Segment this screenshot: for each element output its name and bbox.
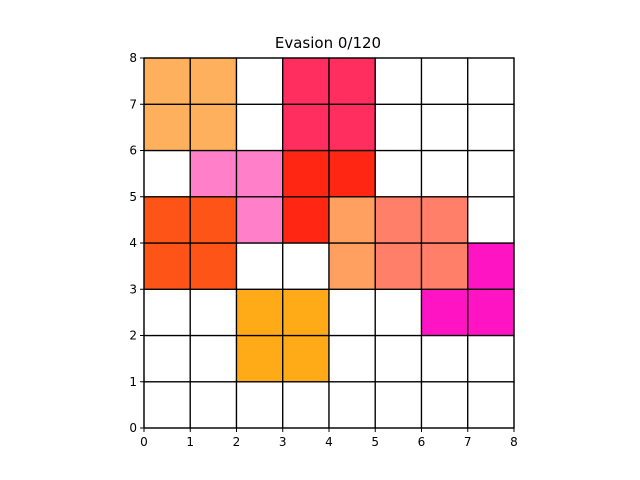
empty-cell[interactable] [237,58,283,104]
empty-cell[interactable] [283,243,329,289]
empty-cell[interactable] [144,289,190,335]
piece-cell[interactable] [144,104,190,150]
piece-cell[interactable] [468,289,514,335]
empty-cell[interactable] [468,58,514,104]
piece-cell[interactable] [190,58,236,104]
empty-cell[interactable] [468,197,514,243]
y-tick-label: 3 [129,282,137,296]
empty-cell[interactable] [329,382,375,428]
x-tick-label: 5 [371,435,379,449]
empty-cell[interactable] [468,336,514,382]
y-tick-label: 1 [129,375,137,389]
piece-cell[interactable] [190,151,236,197]
empty-cell[interactable] [375,151,421,197]
piece-cell[interactable] [283,336,329,382]
y-tick-label: 0 [129,421,137,435]
empty-cell[interactable] [422,104,468,150]
piece-cell[interactable] [283,289,329,335]
piece-cell[interactable] [283,104,329,150]
piece-cell[interactable] [190,197,236,243]
x-tick-label: 6 [418,435,426,449]
empty-cell[interactable] [283,382,329,428]
y-tick-label: 2 [129,329,137,343]
piece-cell[interactable] [283,197,329,243]
piece-cell[interactable] [283,58,329,104]
piece-cell[interactable] [283,151,329,197]
empty-cell[interactable] [375,336,421,382]
y-tick-label: 4 [129,236,137,250]
piece-cell[interactable] [144,243,190,289]
piece-cell[interactable] [329,151,375,197]
empty-cell[interactable] [190,289,236,335]
piece-cell[interactable] [144,197,190,243]
empty-cell[interactable] [144,382,190,428]
piece-cell[interactable] [237,197,283,243]
empty-cell[interactable] [237,104,283,150]
x-tick-label: 7 [464,435,472,449]
empty-cell[interactable] [468,104,514,150]
piece-cell[interactable] [190,104,236,150]
empty-cell[interactable] [422,336,468,382]
piece-cell[interactable] [329,243,375,289]
empty-cell[interactable] [237,382,283,428]
empty-cell[interactable] [375,58,421,104]
piece-cell[interactable] [422,197,468,243]
empty-cell[interactable] [375,289,421,335]
empty-cell[interactable] [144,151,190,197]
empty-cell[interactable] [329,336,375,382]
empty-cell[interactable] [422,382,468,428]
piece-cell[interactable] [329,104,375,150]
y-tick-label: 5 [129,190,137,204]
piece-cell[interactable] [375,197,421,243]
piece-cell[interactable] [375,243,421,289]
x-tick-label: 1 [186,435,194,449]
piece-cell[interactable] [144,58,190,104]
y-tick-label: 8 [129,51,137,65]
piece-cell[interactable] [329,197,375,243]
x-tick-label: 8 [510,435,518,449]
piece-cell[interactable] [468,243,514,289]
x-tick-label: 0 [140,435,148,449]
empty-cell[interactable] [468,382,514,428]
empty-cell[interactable] [422,58,468,104]
x-tick-label: 3 [279,435,287,449]
x-tick-label: 4 [325,435,333,449]
piece-cell[interactable] [237,151,283,197]
piece-cell[interactable] [422,243,468,289]
empty-cell[interactable] [190,336,236,382]
empty-cell[interactable] [190,382,236,428]
piece-cell[interactable] [237,289,283,335]
y-tick-label: 6 [129,144,137,158]
empty-cell[interactable] [422,151,468,197]
empty-cell[interactable] [468,151,514,197]
piece-cell[interactable] [237,336,283,382]
empty-cell[interactable] [237,243,283,289]
piece-cell[interactable] [422,289,468,335]
empty-cell[interactable] [375,382,421,428]
empty-cell[interactable] [329,289,375,335]
y-tick-label: 7 [129,97,137,111]
empty-cell[interactable] [375,104,421,150]
piece-cell[interactable] [329,58,375,104]
empty-cell[interactable] [144,336,190,382]
x-tick-label: 2 [233,435,241,449]
piece-cell[interactable] [190,243,236,289]
